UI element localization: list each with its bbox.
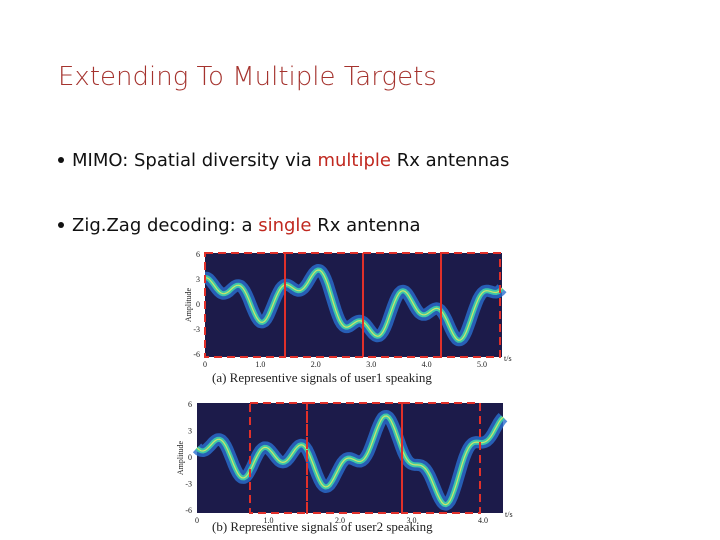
figure-caption: (a) Representive signals of user1 speaki… bbox=[212, 370, 432, 385]
y-tick-label: 6 bbox=[188, 400, 192, 409]
bullet-text: Rx antennas bbox=[391, 150, 510, 171]
bullet-highlight: single bbox=[258, 215, 312, 236]
y-axis-label: Amplitude bbox=[176, 440, 185, 475]
y-tick-label: -3 bbox=[185, 480, 192, 489]
segment-box bbox=[440, 252, 501, 358]
bullet-highlight: multiple bbox=[317, 150, 391, 171]
signal-core bbox=[196, 415, 504, 506]
segment-box bbox=[401, 402, 481, 514]
x-tick-label: 4.0 bbox=[422, 360, 432, 369]
y-tick-label: -6 bbox=[185, 506, 192, 515]
x-tick-label: 3.0 bbox=[366, 360, 376, 369]
bullet: Zig.Zag decoding: a single Rx antenna bbox=[58, 215, 421, 236]
x-axis-unit: t/s bbox=[504, 354, 512, 363]
bullet-text: Zig.Zag decoding: a bbox=[72, 215, 259, 236]
bullet-dot bbox=[58, 222, 64, 228]
y-tick-label: -3 bbox=[193, 325, 200, 334]
bullet-text: MIMO: Spatial diversity via bbox=[72, 150, 318, 171]
x-tick-label: 3.0 bbox=[407, 516, 417, 525]
y-tick-label: 6 bbox=[196, 250, 200, 259]
bullet-dot bbox=[58, 157, 64, 163]
y-tick-label: 0 bbox=[196, 300, 200, 309]
figure-caption: (b) Representive signals of user2 speaki… bbox=[212, 519, 433, 534]
x-tick-label: 0 bbox=[203, 360, 207, 369]
bullet: MIMO: Spatial diversity via multiple Rx … bbox=[58, 150, 509, 171]
x-tick-label: 4.0 bbox=[478, 516, 488, 525]
y-axis-label: Amplitude bbox=[184, 287, 193, 322]
segment-box bbox=[306, 402, 403, 514]
x-tick-label: 1.0 bbox=[264, 516, 274, 525]
bullet-text: Rx antenna bbox=[311, 215, 421, 236]
x-tick-label: 2.0 bbox=[335, 516, 345, 525]
y-tick-label: 0 bbox=[188, 453, 192, 462]
y-tick-label: -6 bbox=[193, 350, 200, 359]
y-tick-label: 3 bbox=[188, 427, 192, 436]
x-tick-label: 5.0 bbox=[477, 360, 487, 369]
slide-title: Extending To Multiple Targets bbox=[58, 62, 437, 92]
x-axis-unit: t/s bbox=[505, 510, 513, 519]
y-tick-label: 3 bbox=[196, 275, 200, 284]
x-tick-label: 1.0 bbox=[255, 360, 265, 369]
x-tick-label: 2.0 bbox=[311, 360, 321, 369]
signal-core bbox=[205, 269, 503, 341]
x-tick-label: 0 bbox=[195, 516, 199, 525]
